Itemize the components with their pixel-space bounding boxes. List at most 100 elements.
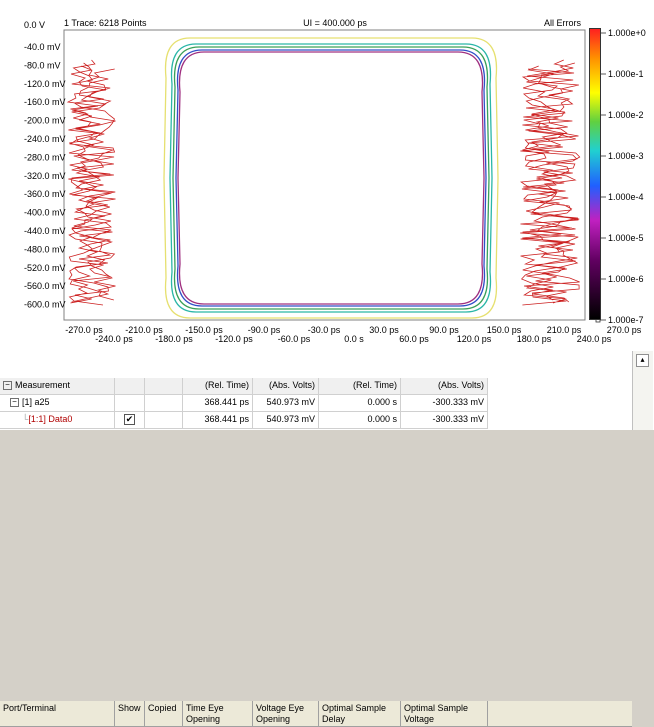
header-port-terminal-label: Port/Terminal — [3, 703, 57, 713]
vertical-scrollbar[interactable]: ▴ — [632, 351, 653, 430]
colorbar-label: 1.000e-6 — [608, 274, 644, 284]
show-checkbox[interactable]: ✔ — [124, 414, 135, 425]
eye-contour — [169, 43, 493, 313]
x-tick-label: -150.0 ps — [185, 325, 223, 335]
y-tick-label: -40.0 mV — [24, 42, 61, 52]
cell-voltage-eye-opening: 540.973 mV — [253, 412, 319, 429]
eye-contour — [177, 51, 485, 305]
plot-area — [63, 29, 586, 321]
y-tick-label: -520.0 mV — [24, 263, 66, 273]
cell-show: ✔ — [115, 412, 145, 429]
x-tick-label: -30.0 ps — [308, 325, 341, 335]
scroll-up-icon[interactable]: ▴ — [636, 354, 649, 367]
y-tick-label: -120.0 mV — [24, 79, 66, 89]
eye-contour — [175, 49, 487, 307]
header-optimal-sample-delay[interactable]: Optimal Sample Delay — [319, 701, 401, 727]
y-tick-label: -400.0 mV — [24, 208, 66, 218]
tree-row-a25[interactable]: − [1] a25 — [0, 395, 115, 412]
x-tick-label: 60.0 ps — [399, 334, 429, 344]
cell-time-eye-opening: 368.441 ps — [183, 412, 253, 429]
x-tick-label: 120.0 ps — [457, 334, 492, 344]
x-tick-label: -90.0 ps — [248, 325, 281, 335]
collapse-icon[interactable]: − — [3, 381, 12, 391]
error-probability-colorbar — [589, 28, 601, 320]
y-tick-label: -200.0 mV — [24, 116, 66, 126]
x-tick-label: -240.0 ps — [95, 334, 133, 344]
cell-optimal-sample-delay: 0.000 s — [319, 412, 401, 429]
colorbar-label: 1.000e-5 — [608, 233, 644, 243]
header-copied-label: Copied — [148, 703, 177, 713]
cell-show — [115, 378, 145, 395]
tree-branch-icon: └ — [22, 414, 29, 424]
eye-contour — [163, 37, 499, 319]
right-error-cloud — [520, 59, 581, 306]
x-tick-label: -60.0 ps — [278, 334, 311, 344]
x-tick-label: 180.0 ps — [517, 334, 552, 344]
x-tick-label: -120.0 ps — [215, 334, 253, 344]
header-optimal-sample-voltage[interactable]: Optimal Sample Voltage — [401, 701, 488, 727]
header-empty — [488, 701, 632, 727]
colorbar-label: 1.000e+0 — [608, 28, 646, 38]
left-error-cloud — [66, 59, 116, 306]
header-time-eye-opening-label: Time Eye Opening — [186, 703, 224, 724]
header-optimal-sample-delay-label: Optimal Sample Delay — [322, 703, 387, 724]
cell-optimal-sample-voltage: -300.333 mV — [401, 412, 488, 429]
y-tick-label: -80.0 mV — [24, 60, 61, 70]
header-show[interactable]: Show — [115, 701, 145, 727]
header-show-label: Show — [118, 703, 141, 713]
colorbar-label: 1.000e-2 — [608, 110, 644, 120]
y-tick-label: -600.0 mV — [24, 300, 66, 310]
collapse-icon[interactable]: − — [10, 398, 19, 408]
x-tick-label: -180.0 ps — [155, 334, 193, 344]
cell-voltage-unit: (Abs. Volts) — [253, 378, 319, 395]
header-copied[interactable]: Copied — [145, 701, 183, 727]
y-top-label: 0.0 V — [24, 20, 45, 30]
y-tick-label: -160.0 mV — [24, 97, 66, 107]
x-tick-label: 150.0 ps — [487, 325, 522, 335]
y-tick-label: -320.0 mV — [24, 171, 66, 181]
y-tick-label: -280.0 mV — [24, 152, 66, 162]
colorbar-label: 1.000e-4 — [608, 192, 644, 202]
cell-copied — [145, 378, 183, 395]
colorbar-label: 1.000e-3 — [608, 151, 644, 161]
y-tick-label: -240.0 mV — [24, 134, 66, 144]
cell-voltage-eye-opening: 540.973 mV — [253, 395, 319, 412]
eye-contour — [172, 46, 490, 310]
cell-copied — [145, 412, 183, 429]
eye-diagram-plot[interactable]: 0.0 V 1 Trace: 6218 Points UI = 400.000 ps… — [0, 0, 654, 351]
y-tick-label: -480.0 mV — [24, 244, 66, 254]
all-errors-label: All Errors — [544, 18, 582, 28]
y-tick-label: -360.0 mV — [24, 189, 66, 199]
trace-info: 1 Trace: 6218 Points — [64, 18, 147, 28]
y-tick-label: -560.0 mV — [24, 281, 66, 291]
cell-copied — [145, 395, 183, 412]
x-tick-label: 270.0 ps — [607, 325, 642, 335]
ui-info: UI = 400.000 ps — [303, 18, 367, 28]
header-port-terminal[interactable]: Port/Terminal — [0, 701, 115, 727]
plot-canvas: 0.0 V 1 Trace: 6218 Points UI = 400.000 ps… — [24, 18, 646, 344]
cell-optimal-sample-delay: 0.000 s — [319, 395, 401, 412]
cell-optimal-sample-voltage: -300.333 mV — [401, 395, 488, 412]
header-voltage-eye-opening-label: Voltage Eye Opening — [256, 703, 305, 724]
cell-show — [115, 395, 145, 412]
colorbar-label: 1.000e-1 — [608, 69, 644, 79]
colorbar-label: 1.000e-7 — [608, 315, 644, 325]
row-label: Measurement — [15, 380, 71, 390]
y-tick-label: -440.0 mV — [24, 226, 66, 236]
tree-row-measurement[interactable]: − Measurement — [0, 378, 115, 395]
measurement-table: Port/Terminal Show Copied Time Eye Openi… — [0, 350, 654, 727]
cell-sample-voltage-unit: (Abs. Volts) — [401, 378, 488, 395]
x-tick-label: -210.0 ps — [125, 325, 163, 335]
header-voltage-eye-opening[interactable]: Voltage Eye Opening — [253, 701, 319, 727]
x-tick-label: 30.0 ps — [369, 325, 399, 335]
cell-time-unit: (Rel. Time) — [183, 378, 253, 395]
row-label: [1:1] Data0 — [28, 414, 73, 424]
x-tick-label: 240.0 ps — [577, 334, 612, 344]
tree-row-data0[interactable]: └[1:1] Data0 — [0, 412, 115, 429]
x-tick-label: 90.0 ps — [429, 325, 459, 335]
header-time-eye-opening[interactable]: Time Eye Opening — [183, 701, 253, 727]
x-tick-label: 0.0 s — [344, 334, 364, 344]
cell-delay-unit: (Rel. Time) — [319, 378, 401, 395]
x-tick-label: 210.0 ps — [547, 325, 582, 335]
